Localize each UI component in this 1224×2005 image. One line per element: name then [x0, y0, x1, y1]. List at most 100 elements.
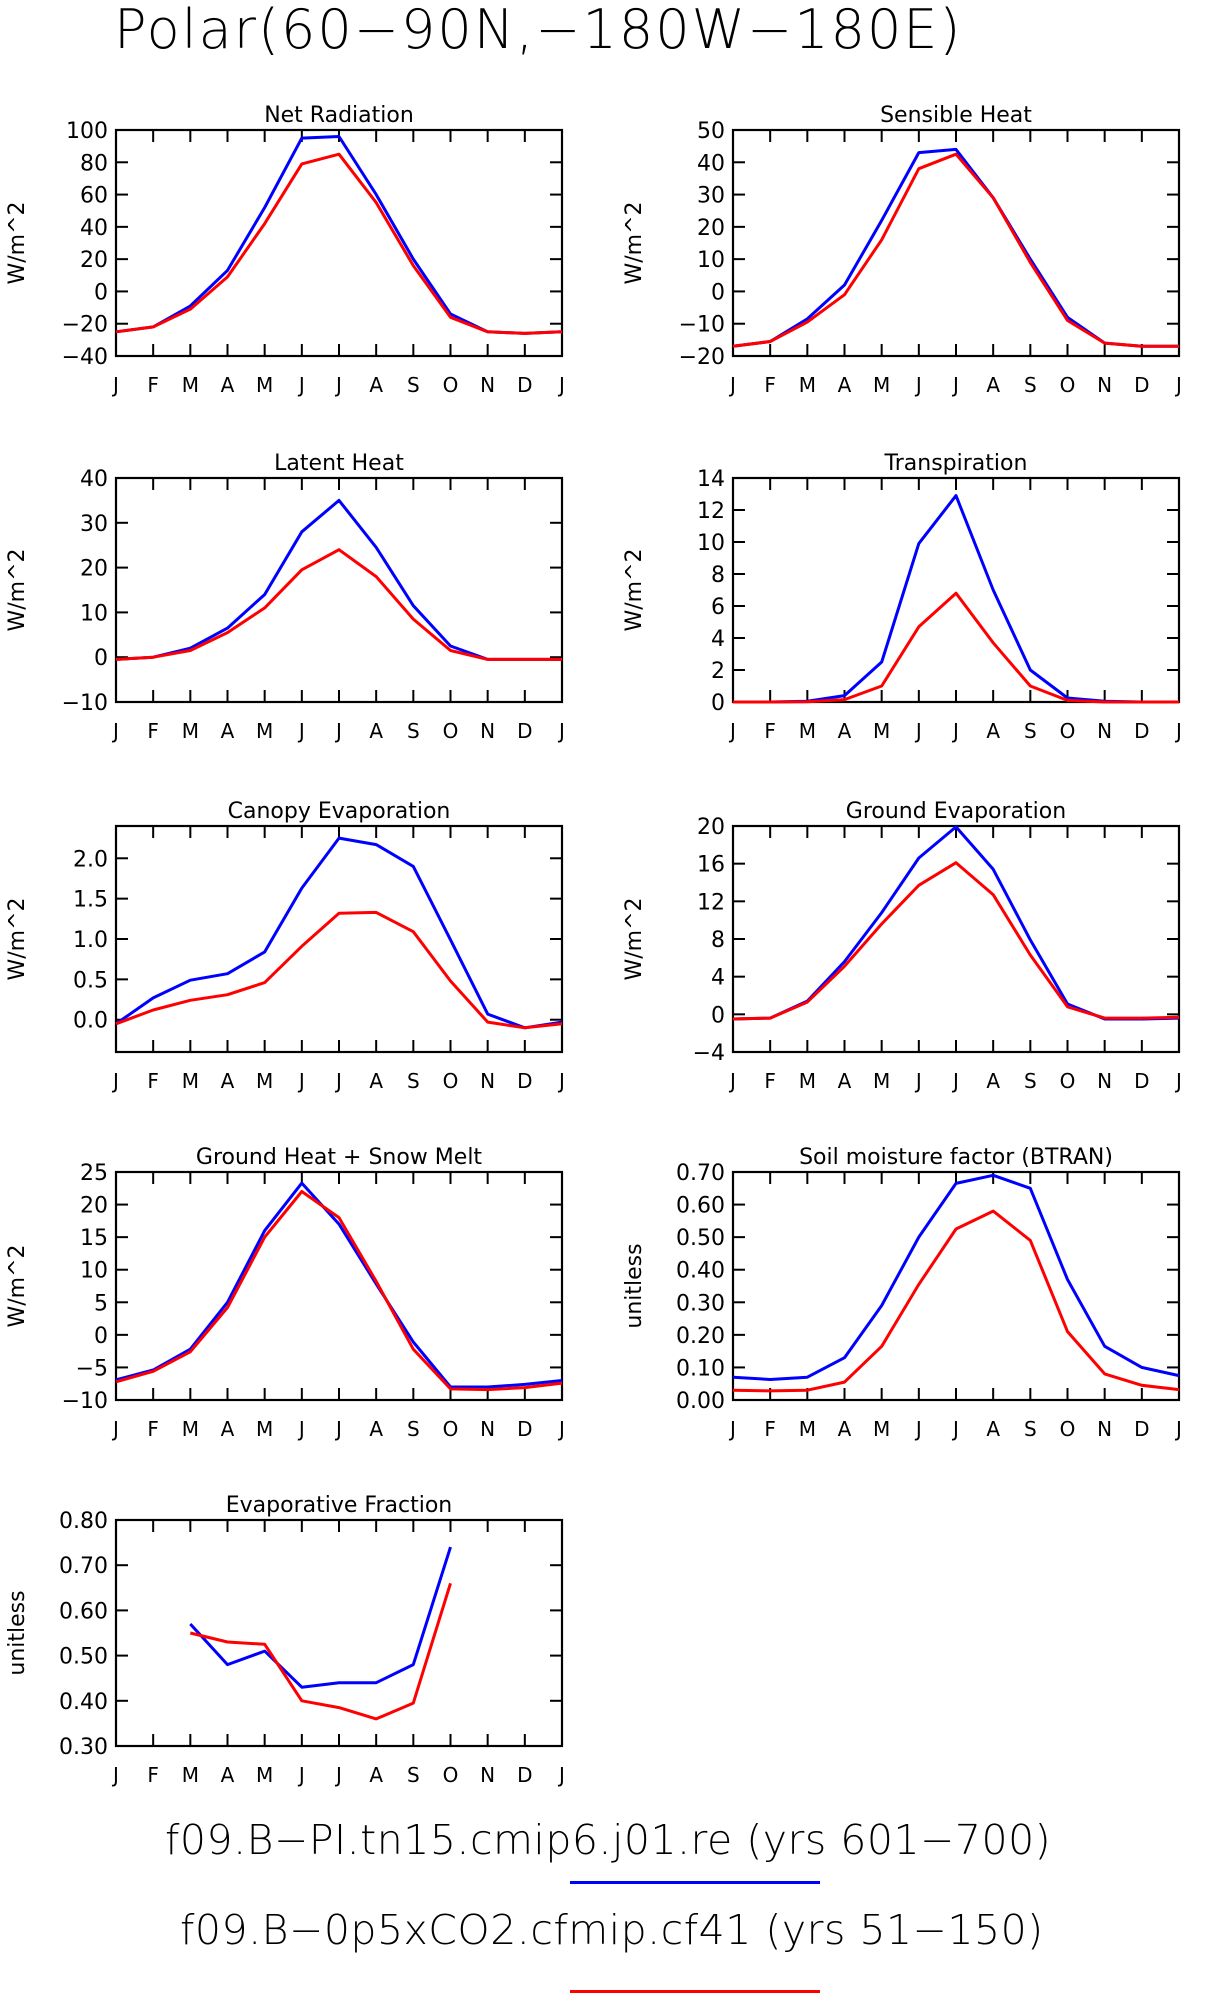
x-tick-label: J [334, 1417, 342, 1441]
x-tick-label: O [443, 373, 459, 397]
y-tick-label: 0.40 [676, 1259, 725, 1284]
x-tick-label: F [147, 1763, 159, 1787]
x-tick-label: A [986, 1069, 1000, 1093]
x-tick-label: J [334, 373, 342, 397]
x-tick-label: D [1134, 373, 1149, 397]
x-tick-label: S [407, 1069, 420, 1093]
x-tick-label: J [951, 719, 959, 743]
x-tick-label: N [480, 1069, 495, 1093]
x-tick-label: F [764, 373, 776, 397]
x-tick-label: M [256, 1763, 273, 1787]
y-tick-label: 0 [711, 1003, 725, 1028]
y-tick-label: 100 [66, 119, 108, 144]
x-tick-label: J [951, 1417, 959, 1441]
y-tick-label: −5 [76, 1356, 108, 1381]
y-tick-label: 0 [711, 691, 725, 716]
x-tick-label: F [764, 1069, 776, 1093]
legend-label-run1: f09.B−PI.tn15.cmip6.j01.re (yrs 601−700) [165, 1816, 1052, 1864]
y-tick-label: 1.5 [73, 888, 108, 913]
series-line-run2 [733, 591, 1179, 704]
x-tick-label: F [147, 719, 159, 743]
x-tick-label: M [182, 373, 199, 397]
series-line-run2 [732, 152, 1179, 348]
x-tick-label: A [369, 1417, 383, 1441]
x-tick-label: M [182, 1069, 199, 1093]
series-line-run1 [732, 825, 1180, 1021]
plot-frame [114, 128, 564, 358]
x-tick-label: A [838, 373, 852, 397]
x-tick-label: J [951, 1069, 959, 1093]
y-tick-label: 40 [80, 216, 108, 241]
x-tick-label: A [221, 1069, 235, 1093]
y-tick-label: 14 [697, 467, 725, 492]
x-tick-label: M [799, 1417, 816, 1441]
plot-frame [731, 476, 1181, 704]
x-tick-label: D [517, 1417, 532, 1441]
x-tick-label: S [1024, 1069, 1037, 1093]
y-tick-label: 12 [697, 890, 725, 915]
x-tick-label: A [369, 719, 383, 743]
x-tick-label: A [369, 1763, 383, 1787]
series-line-run1 [733, 494, 1179, 704]
x-tick-label: J [111, 1763, 119, 1787]
series-line-run2 [732, 861, 1180, 1021]
y-tick-label: 0.80 [59, 1509, 108, 1534]
series-line-run2 [115, 1190, 563, 1392]
x-tick-label: M [256, 373, 273, 397]
y-tick-label: 8 [711, 928, 725, 953]
y-tick-label: 0.10 [676, 1356, 725, 1381]
y-tick-label: −40 [62, 345, 108, 370]
y-tick-label: 60 [80, 184, 108, 209]
y-axis-label: W/m^2 [622, 897, 647, 980]
x-tick-label: N [1097, 719, 1112, 743]
plot-frame [731, 1170, 1181, 1402]
y-tick-label: 0.70 [59, 1554, 108, 1579]
x-tick-label: J [297, 1417, 305, 1441]
y-tick-label: 6 [711, 595, 725, 620]
series-line-run1 [115, 498, 562, 661]
legend-entry-run2: f09.B−0p5xCO2.cfmip.cf41 (yrs 51−150) [180, 1906, 1044, 1954]
y-tick-label: 0.60 [676, 1194, 725, 1219]
y-tick-label: 0.50 [59, 1645, 108, 1670]
chart-panel-7: Ground Heat + Snow Melt W/m^2 −10 −5 0 5 10 15 2… [5, 1145, 565, 1441]
y-tick-label: 4 [711, 966, 725, 991]
x-tick-label: O [443, 1417, 459, 1441]
x-tick-label: J [728, 1417, 736, 1441]
x-tick-label: D [517, 719, 532, 743]
x-tick-label: A [221, 719, 235, 743]
x-tick-label: J [111, 1069, 119, 1093]
chart-title: Ground Heat + Snow Melt [196, 1145, 483, 1170]
series-line-run2 [115, 152, 563, 335]
series-line-run1 [732, 147, 1179, 348]
x-tick-label: J [1174, 373, 1182, 397]
series-line-run2 [115, 910, 563, 1030]
y-tick-label: 0.30 [59, 1735, 108, 1760]
x-tick-label: J [297, 719, 305, 743]
x-tick-label: J [728, 719, 736, 743]
y-axis-label: W/m^2 [5, 548, 30, 631]
series-line-run2 [189, 1582, 452, 1721]
y-tick-label: 20 [80, 557, 108, 582]
legend-line-run1 [570, 1881, 820, 1884]
x-tick-label: S [407, 719, 420, 743]
y-tick-label: −10 [62, 1389, 108, 1414]
chart-title: Sensible Heat [880, 103, 1032, 128]
y-axis-label: W/m^2 [622, 548, 647, 631]
y-tick-label: 0.5 [73, 968, 108, 993]
x-tick-label: S [1024, 373, 1037, 397]
y-tick-label: 0 [711, 280, 725, 305]
y-tick-label: 30 [80, 512, 108, 537]
series-line-run1 [115, 1181, 563, 1389]
x-tick-label: N [1097, 1417, 1112, 1441]
x-tick-label: O [1060, 719, 1076, 743]
x-tick-label: J [557, 1763, 565, 1787]
x-tick-label: J [914, 373, 922, 397]
x-tick-label: J [1174, 719, 1182, 743]
y-tick-label: 8 [711, 563, 725, 588]
series-line-run1 [732, 1173, 1180, 1381]
chart-title: Canopy Evaporation [228, 799, 451, 824]
x-tick-label: M [873, 1069, 890, 1093]
y-tick-label: 0.60 [59, 1599, 108, 1624]
